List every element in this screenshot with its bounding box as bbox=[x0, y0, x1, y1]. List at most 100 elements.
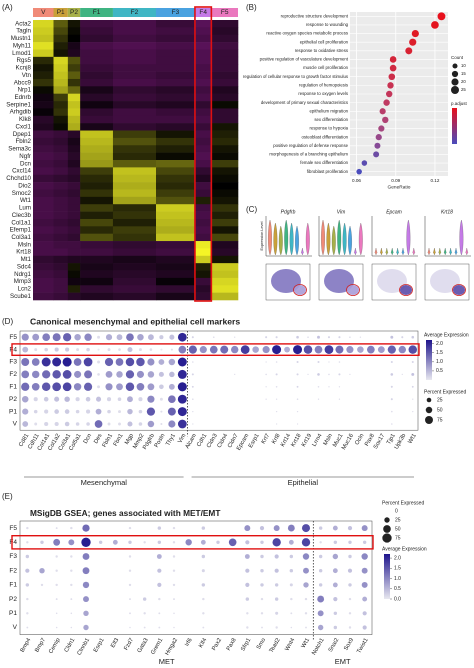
heat-cell bbox=[194, 130, 212, 139]
expression-dot bbox=[116, 371, 123, 378]
heat-cell bbox=[67, 71, 81, 80]
umap-cloud bbox=[377, 269, 407, 293]
row-label: V bbox=[13, 624, 18, 631]
heat-cell bbox=[211, 248, 239, 257]
heat-cell bbox=[33, 174, 54, 183]
expression-dot bbox=[147, 383, 155, 391]
term-label: epithelial cell proliferation bbox=[300, 39, 349, 44]
row-label: F4 bbox=[9, 539, 17, 546]
heat-cell bbox=[112, 160, 157, 168]
heat-cell bbox=[156, 78, 196, 87]
heat-cell bbox=[53, 270, 69, 279]
heat-cell bbox=[67, 93, 81, 102]
expression-dot bbox=[411, 385, 414, 388]
expression-dot bbox=[34, 422, 38, 426]
term-label: regulation of cellular response to growt… bbox=[243, 74, 348, 79]
heat-cell bbox=[194, 255, 212, 264]
heat-cell bbox=[156, 218, 196, 227]
heat-cell bbox=[80, 152, 114, 161]
heat-cell bbox=[33, 93, 54, 102]
heat-cell bbox=[33, 167, 54, 176]
expression-dot bbox=[127, 421, 133, 427]
expression-dot bbox=[31, 358, 40, 366]
heat-cell bbox=[80, 292, 114, 301]
heat-cell bbox=[33, 20, 54, 28]
expression-dot bbox=[41, 357, 51, 367]
violin bbox=[406, 219, 411, 256]
cluster-label: F3 bbox=[172, 9, 180, 16]
heat-cell bbox=[112, 115, 157, 124]
heat-cell bbox=[156, 174, 196, 183]
legend-title: Count bbox=[451, 55, 464, 60]
heat-cell bbox=[80, 34, 114, 43]
legend-label: 25 bbox=[395, 517, 401, 523]
heat-cell bbox=[80, 182, 114, 190]
cluster-bar bbox=[80, 8, 113, 17]
gene-label: Elf3 bbox=[110, 637, 120, 649]
expression-dot bbox=[147, 395, 155, 403]
heat-cell bbox=[53, 86, 69, 94]
heat-cell bbox=[53, 123, 69, 131]
expression-dot bbox=[75, 409, 80, 414]
heat-cell bbox=[67, 115, 81, 124]
expression-dot bbox=[159, 397, 163, 401]
heat-cell bbox=[194, 174, 212, 183]
expression-dot bbox=[168, 383, 175, 390]
expression-dot bbox=[21, 333, 29, 341]
expression-dot bbox=[55, 612, 58, 615]
heat-cell bbox=[156, 182, 196, 190]
expression-dot bbox=[138, 348, 142, 352]
term-dot bbox=[375, 134, 382, 141]
expression-dot bbox=[158, 626, 161, 629]
expression-dot bbox=[52, 357, 62, 367]
heat-cell bbox=[80, 64, 114, 72]
heat-cell bbox=[156, 196, 196, 205]
colorbar-label: 1.0 bbox=[394, 576, 401, 582]
expression-dot bbox=[53, 538, 61, 546]
term-dot bbox=[411, 30, 419, 38]
heat-cell bbox=[53, 42, 69, 50]
expression-dot bbox=[44, 409, 49, 414]
gene-label: Ndrg1 bbox=[14, 271, 31, 278]
heat-cell bbox=[80, 49, 114, 58]
expression-dot bbox=[40, 540, 44, 545]
expression-dot bbox=[201, 554, 206, 559]
expression-dot bbox=[55, 626, 58, 629]
heat-cell bbox=[53, 108, 69, 117]
heat-cell bbox=[112, 27, 157, 36]
expression-dot bbox=[288, 539, 294, 545]
expression-dot bbox=[275, 336, 278, 339]
legend-label: 15 bbox=[461, 71, 466, 76]
legend-label: 25 bbox=[437, 397, 443, 403]
legend-dot bbox=[383, 525, 391, 533]
expression-dot bbox=[74, 333, 81, 341]
expression-dot bbox=[390, 373, 394, 376]
gene-label: Col3a1 bbox=[11, 234, 31, 241]
term-dot bbox=[383, 99, 390, 106]
violin bbox=[449, 247, 452, 256]
heat-cell bbox=[53, 93, 69, 102]
expression-dot bbox=[64, 421, 70, 427]
heat-cell bbox=[53, 196, 69, 205]
x-tick-label: 0.12 bbox=[430, 178, 439, 183]
heat-cell bbox=[156, 34, 196, 43]
heat-cell bbox=[33, 108, 54, 117]
heat-cell bbox=[33, 241, 54, 249]
plot-frame bbox=[19, 520, 373, 635]
violin bbox=[348, 225, 352, 256]
gene-label: Notch1 bbox=[311, 637, 325, 656]
expression-dot bbox=[296, 385, 299, 388]
expression-dot bbox=[105, 334, 113, 341]
expression-dot bbox=[411, 360, 414, 364]
expression-dot bbox=[70, 526, 73, 530]
legend-dot bbox=[382, 533, 392, 543]
heat-cell bbox=[194, 292, 212, 301]
heat-cell bbox=[80, 42, 114, 50]
expression-dot bbox=[146, 407, 156, 416]
heat-cell bbox=[156, 71, 196, 80]
expression-dot bbox=[82, 581, 90, 589]
heat-cell bbox=[80, 160, 114, 168]
expression-dot bbox=[64, 409, 70, 414]
heat-cell bbox=[194, 34, 212, 43]
